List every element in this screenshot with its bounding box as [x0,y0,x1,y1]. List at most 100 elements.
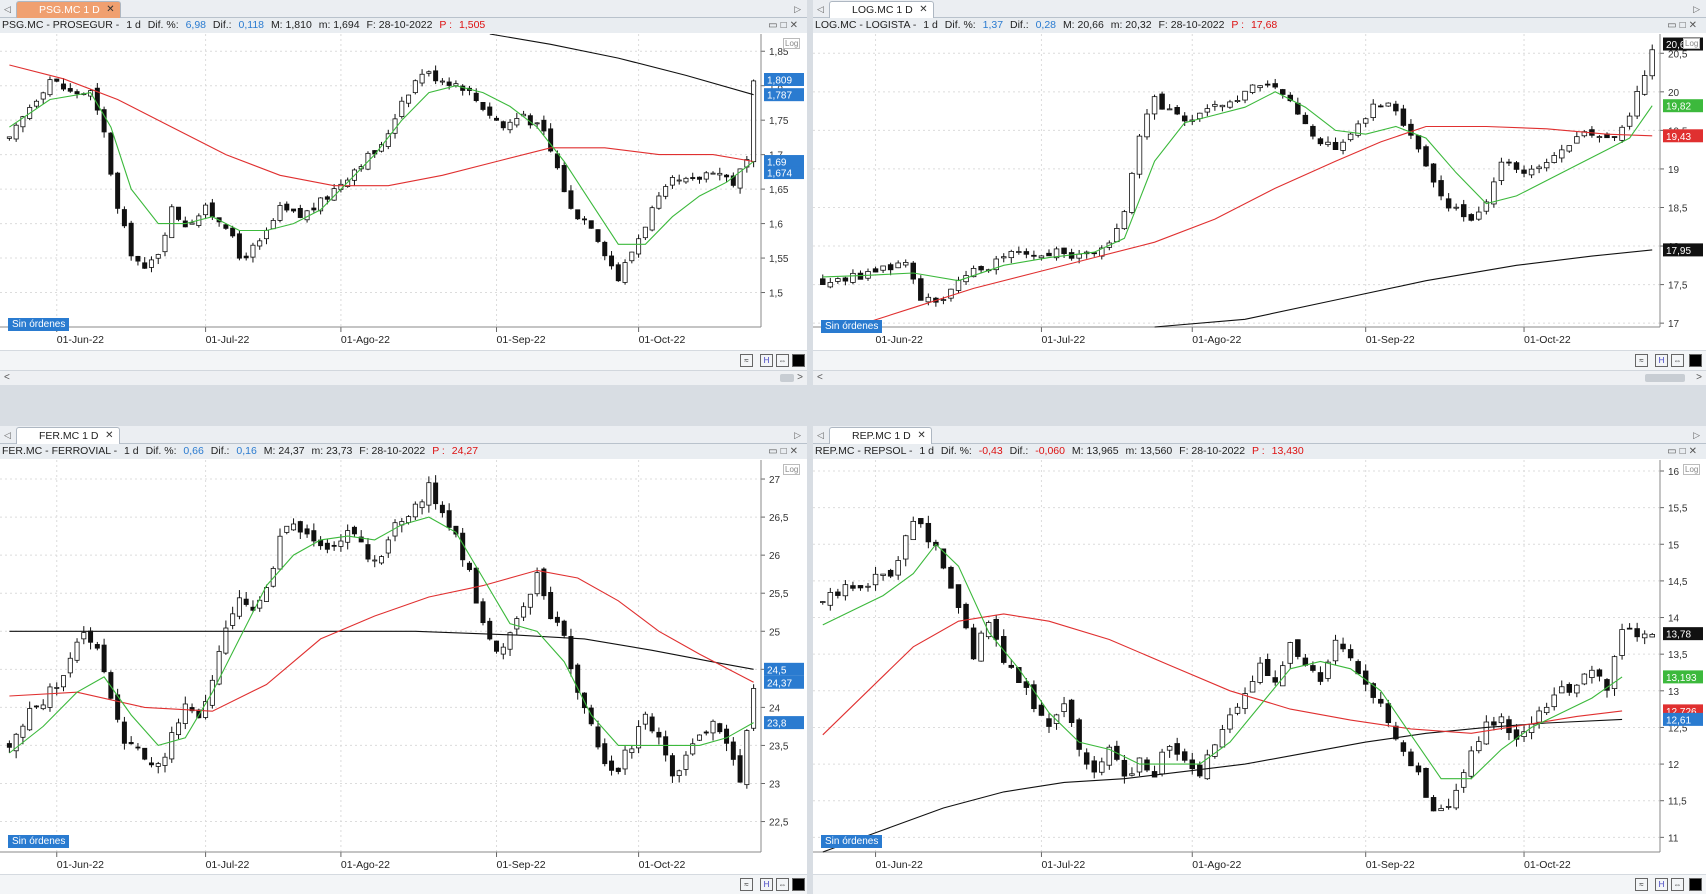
close-tab-icon[interactable]: ✕ [106,4,115,15]
save-icon[interactable]: H [1655,878,1668,891]
candle-body [243,255,249,259]
price-chart[interactable]: 22,5 23 23,5 24 24,5 25 25,5 26 26,5 27 01-Jun-22 0… [0,460,807,876]
candle [1083,748,1090,770]
tab-log[interactable]: LOG.MC 1 D ✕ [829,1,934,18]
price-chart[interactable]: 11 11,5 12 12,5 13 13,5 14 14,5 15 15,5 16 01-Jun-2… [813,460,1706,876]
candle-body [61,83,67,90]
log-scale-toggle[interactable]: Log [1683,38,1701,49]
candle [1197,112,1203,122]
fit-icon[interactable]: ⇔ [776,878,789,891]
tab-scroll-right-icon[interactable]: ▷ [1693,430,1700,440]
fit-icon[interactable]: ⇔ [776,354,789,367]
candle-body [1641,633,1648,639]
fit-icon[interactable]: ⇔ [1671,354,1684,367]
tab-scroll-right-icon[interactable]: ▷ [794,4,801,14]
log-scale-toggle[interactable]: Log [783,464,801,475]
candle [426,476,432,513]
candle-body [263,229,269,240]
candle-body [284,203,290,211]
tab-bar: ◁ PSG.MC 1 D ✕ ▷ [0,0,807,18]
tab-scroll-left-icon[interactable]: ◁ [4,4,11,14]
save-icon[interactable]: H [760,354,773,367]
candle-body [1468,214,1474,221]
x-tick-label: 01-Oct-22 [1524,334,1571,346]
candle [676,769,682,783]
candle [730,172,736,188]
black-theme-icon[interactable] [1689,354,1702,367]
horizontal-scrollbar[interactable]: < > [813,370,1706,385]
candle-body [744,730,750,786]
price-chart[interactable]: 1717,51818,51919,52020,501-Jun-2201-Jul-… [813,34,1706,351]
tab-scroll-left-icon[interactable]: ◁ [4,430,11,440]
candle-body [345,179,351,188]
candle [1008,658,1015,669]
black-theme-icon[interactable] [1689,878,1702,891]
candle [820,601,826,605]
tab-scroll-right-icon[interactable]: ▷ [794,430,801,440]
tab-scroll-right-icon[interactable]: ▷ [1693,4,1700,14]
candle-body [1430,797,1437,812]
scroll-left-icon[interactable]: < [4,372,10,383]
candle-body [1076,719,1082,750]
log-scale-toggle[interactable]: Log [1683,464,1701,475]
candle [61,675,67,692]
window-controls-icon[interactable]: ▭□✕ [1667,20,1700,31]
scroll-left-icon[interactable]: < [817,372,823,383]
window-controls-icon[interactable]: ▭□✕ [768,20,801,31]
autoscale-icon[interactable]: ≈ [1635,878,1648,891]
candle-body [534,572,540,595]
candle-body [33,100,39,107]
black-theme-icon[interactable] [792,878,805,891]
candle-body [1061,703,1067,712]
tab-scroll-left-icon[interactable]: ◁ [817,4,824,14]
candle [717,722,723,734]
candle [609,251,615,270]
candle [318,197,324,215]
scroll-thumb[interactable] [1645,374,1685,382]
candle-body [1619,629,1625,656]
candle-body [324,542,330,550]
candle-body [1536,710,1542,723]
tab-psg[interactable]: PSG.MC 1 D ✕ [16,1,121,18]
candle-body [500,121,506,129]
candle [1212,743,1218,759]
candle-body [480,601,486,624]
candle-body [284,525,290,533]
price-chart[interactable]: 1,51,551,61,651,71,751,81,8501-Jun-2201-… [0,34,807,351]
candle [1408,748,1414,767]
candle [1559,144,1565,163]
horizontal-scrollbar[interactable]: < > [0,370,807,385]
autoscale-icon[interactable]: ≈ [1635,354,1648,367]
candle-body [683,754,689,770]
scroll-thumb[interactable] [780,374,794,382]
close-tab-icon[interactable]: ✕ [105,430,114,441]
tab-rep[interactable]: REP.MC 1 D ✕ [829,427,932,444]
ticker-name: LOG.MC - LOGISTA - [815,19,917,31]
ticker-name: REP.MC - REPSOL - [815,445,913,457]
autoscale-icon[interactable]: ≈ [740,878,753,891]
tab-fer[interactable]: FER.MC 1 D ✕ [16,427,120,444]
scroll-right-icon[interactable]: > [1696,372,1702,383]
candle [1551,152,1557,164]
save-icon[interactable]: H [760,878,773,891]
autoscale-icon[interactable]: ≈ [740,354,753,367]
dif-pct-label: Dif. %: [940,445,972,457]
log-scale-toggle[interactable]: Log [783,38,801,49]
candle [1634,622,1640,642]
candle-body [128,222,134,257]
scroll-right-icon[interactable]: > [797,372,803,383]
candle [1347,132,1354,142]
fit-icon[interactable]: ⇔ [1671,878,1684,891]
candle [236,231,242,261]
tab-scroll-left-icon[interactable]: ◁ [817,430,824,440]
candle-body [1340,141,1346,151]
black-theme-icon[interactable] [792,354,805,367]
window-controls-icon[interactable]: ▭□✕ [768,446,801,457]
window-controls-icon[interactable]: ▭□✕ [1667,446,1700,457]
save-icon[interactable]: H [1655,354,1668,367]
moving-average-mid [822,613,1623,736]
close-tab-icon[interactable]: ✕ [917,430,926,441]
close-tab-icon[interactable]: ✕ [919,4,928,15]
candle-body [1332,639,1339,662]
candle-body [581,692,587,709]
